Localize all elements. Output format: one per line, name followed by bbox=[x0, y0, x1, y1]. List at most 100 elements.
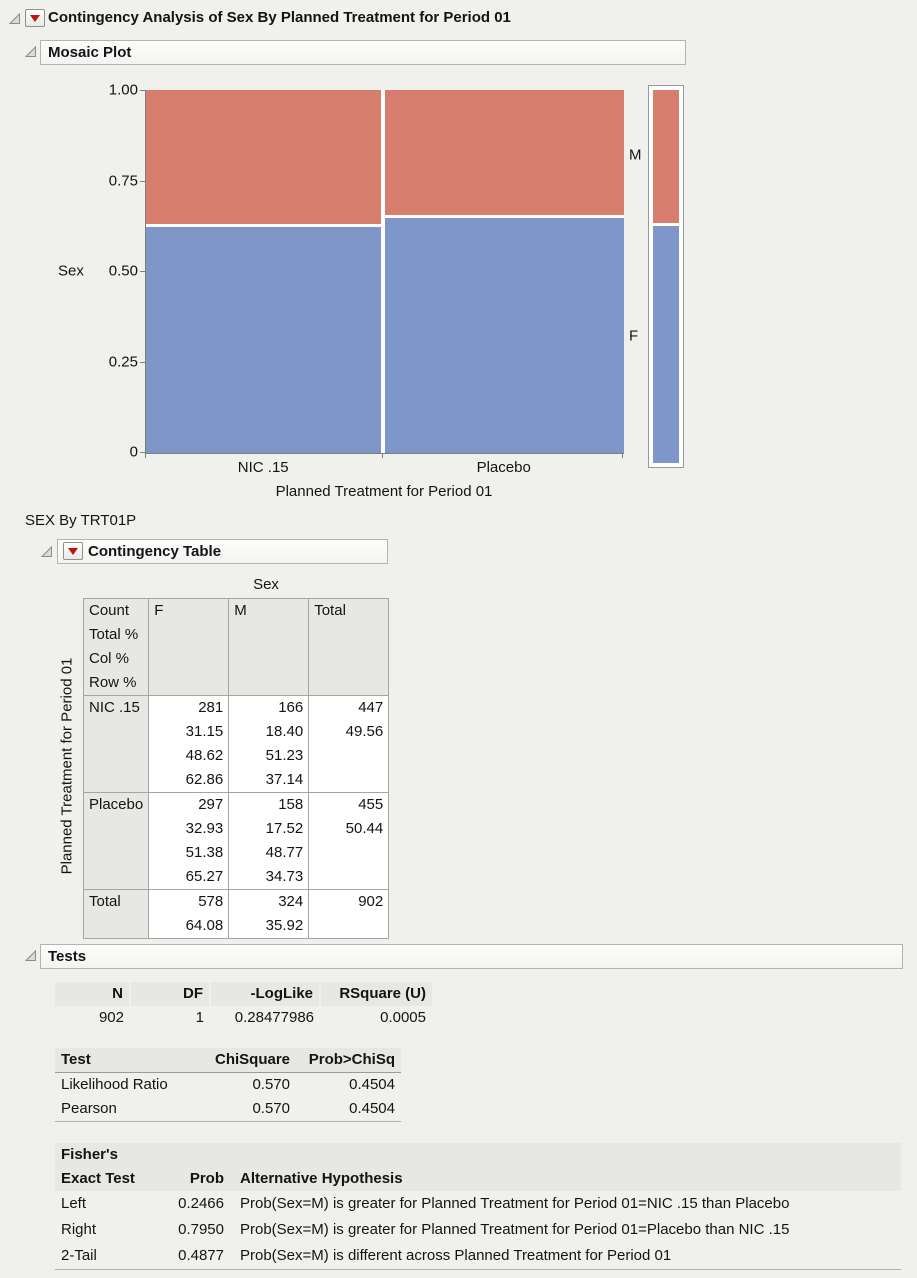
summary-header: RSquare (U) bbox=[319, 982, 432, 1006]
chi-square-table: Test ChiSquare Prob>ChiSq Likelihood Ratio 0… bbox=[55, 1048, 401, 1122]
mosaic-section-title: Mosaic Plot bbox=[48, 44, 132, 61]
row-label: Placebo bbox=[82, 792, 150, 890]
cell-stats-header: Count Total % Col % Row % bbox=[82, 598, 150, 696]
red-triangle-icon bbox=[68, 547, 78, 555]
cell-value: 65.27 bbox=[185, 868, 224, 885]
column-header-total: Total bbox=[308, 598, 390, 696]
disclosure-triangle-main[interactable] bbox=[8, 12, 21, 25]
overall-proportion-segments bbox=[653, 90, 679, 463]
y-tick-label: 1.00 bbox=[108, 81, 138, 99]
cell-value: 324 bbox=[278, 893, 304, 910]
chisquare-value: 0.570 bbox=[196, 1097, 296, 1122]
cell-stat-label: Col % bbox=[89, 650, 130, 667]
tests-summary-table: N DF -LogLike RSquare (U) 902 1 0.28477986 0.00… bbox=[55, 982, 432, 1030]
mosaic-segment-f[interactable] bbox=[384, 218, 624, 453]
table-cell: 578 64.08 bbox=[148, 889, 230, 939]
column-header-label: Total bbox=[314, 602, 346, 619]
contingency-table: Count Total % Col % Row % F M Total NIC .15 281 3… bbox=[82, 598, 390, 939]
row-variable-label: Planned Treatment for Period 01 bbox=[58, 657, 76, 875]
x-axis-title: Planned Treatment for Period 01 bbox=[275, 483, 493, 500]
contingency-section-header[interactable]: Contingency Table bbox=[57, 539, 388, 564]
fisher-header-hypothesis: Alternative Hypothesis bbox=[230, 1143, 901, 1191]
cell-value: 281 bbox=[198, 699, 224, 716]
fisher-header-prob: Prob bbox=[145, 1143, 230, 1191]
table-row: NIC .15 281 31.15 48.62 62.86 166 18.40 51.23 37… bbox=[82, 695, 390, 793]
column-variable-label: Sex bbox=[253, 576, 279, 593]
fisher-prob: 0.4877 bbox=[145, 1243, 230, 1270]
fisher-data-row: 2-Tail 0.4877 Prob(Sex=M) is different acr… bbox=[55, 1243, 901, 1270]
cell-value: 17.52 bbox=[265, 820, 304, 837]
prob-value: 0.4504 bbox=[349, 1076, 395, 1093]
y-tick-mark bbox=[140, 361, 145, 363]
cell-value: 31.15 bbox=[185, 723, 224, 740]
summary-header: -LogLike bbox=[209, 982, 320, 1006]
cell-value: 62.86 bbox=[185, 771, 224, 788]
red-triangle-icon bbox=[30, 14, 40, 22]
y-tick-mark bbox=[140, 180, 145, 182]
cell-value: 32.93 bbox=[185, 820, 224, 837]
cell-value: 35.92 bbox=[265, 917, 304, 934]
cell-value: 49.56 bbox=[345, 723, 384, 740]
chisquare-value: 0.570 bbox=[252, 1076, 290, 1093]
tests-section-header[interactable]: Tests bbox=[40, 944, 903, 969]
cell-stat-label: Total % bbox=[89, 626, 139, 643]
mosaic-segment-m[interactable] bbox=[384, 90, 624, 216]
level-label-f: F bbox=[629, 327, 639, 345]
fisher-prob: 0.7950 bbox=[178, 1221, 224, 1238]
cell-value: 51.23 bbox=[265, 747, 304, 764]
overall-proportion-bar bbox=[648, 85, 684, 468]
level-label-m: M bbox=[629, 146, 642, 164]
fisher-direction: Left bbox=[61, 1195, 87, 1212]
column-header-m: M bbox=[228, 598, 310, 696]
x-tick-mark bbox=[382, 453, 383, 458]
overall-segment-f[interactable] bbox=[653, 225, 679, 463]
chisq-row: Pearson 0.570 0.4504 bbox=[55, 1097, 401, 1122]
cell-value: 18.40 bbox=[265, 723, 304, 740]
table-cell: 166 18.40 51.23 37.14 bbox=[228, 695, 310, 793]
disclosure-triangle-mosaic[interactable] bbox=[24, 45, 37, 58]
cell-value: 37.14 bbox=[265, 771, 304, 788]
fisher-data-row: Right 0.7950 Prob(Sex=M) is greater for Pl… bbox=[55, 1217, 901, 1243]
table-cell: 158 17.52 48.77 34.73 bbox=[228, 792, 310, 890]
cell-stat-label: Count bbox=[89, 602, 130, 619]
summary-value-row: 902 1 0.28477986 0.0005 bbox=[55, 1006, 432, 1030]
red-triangle-menu-contingency[interactable] bbox=[63, 542, 83, 560]
overall-segment-m[interactable] bbox=[653, 90, 679, 223]
mosaic-column-2 bbox=[384, 90, 624, 453]
cell-value: 48.62 bbox=[185, 747, 224, 764]
row-label-text: NIC .15 bbox=[89, 699, 140, 716]
mosaic-columns bbox=[146, 90, 624, 453]
red-triangle-menu-main[interactable] bbox=[25, 9, 45, 27]
table-cell: 902 bbox=[308, 889, 390, 939]
mosaic-segment-m[interactable] bbox=[146, 90, 381, 224]
cell-value: 447 bbox=[358, 699, 384, 716]
table-cell: 455 50.44 bbox=[308, 792, 390, 890]
mosaic-section-header[interactable]: Mosaic Plot bbox=[40, 40, 686, 65]
chisq-header-row: Test ChiSquare Prob>ChiSq bbox=[55, 1048, 401, 1073]
fisher-direction: Right bbox=[61, 1221, 97, 1238]
disclosure-triangle-contingency[interactable] bbox=[40, 545, 53, 558]
mosaic-segment-f[interactable] bbox=[146, 226, 381, 453]
analysis-subtitle: SEX By TRT01P bbox=[25, 512, 137, 529]
table-cell: 324 35.92 bbox=[228, 889, 310, 939]
cell-value: 166 bbox=[278, 699, 304, 716]
cell-value: 51.38 bbox=[185, 844, 224, 861]
fisher-hypothesis: Prob(Sex=M) is greater for Planned Treat… bbox=[240, 1221, 790, 1238]
column-header-f: F bbox=[148, 598, 230, 696]
column-header-label: F bbox=[154, 602, 164, 619]
chisq-header: Prob>ChiSq bbox=[296, 1048, 401, 1073]
table-cell: 281 31.15 48.62 62.86 bbox=[148, 695, 230, 793]
summary-header: N bbox=[55, 982, 130, 1006]
cell-value: 50.44 bbox=[345, 820, 384, 837]
x-category-labels: NIC .15 Placebo bbox=[146, 459, 623, 476]
row-label-text: Total bbox=[89, 893, 121, 910]
y-tick-label: 0.50 bbox=[108, 262, 138, 280]
fisher-prob: 0.2466 bbox=[178, 1195, 224, 1212]
disclosure-triangle-tests[interactable] bbox=[24, 949, 37, 962]
test-name: Likelihood Ratio bbox=[61, 1076, 168, 1093]
x-tick-mark bbox=[145, 453, 146, 458]
summary-header-row: N DF -LogLike RSquare (U) bbox=[55, 982, 432, 1006]
cell-value: 34.73 bbox=[265, 868, 304, 885]
summary-value: 1 bbox=[195, 1009, 204, 1026]
